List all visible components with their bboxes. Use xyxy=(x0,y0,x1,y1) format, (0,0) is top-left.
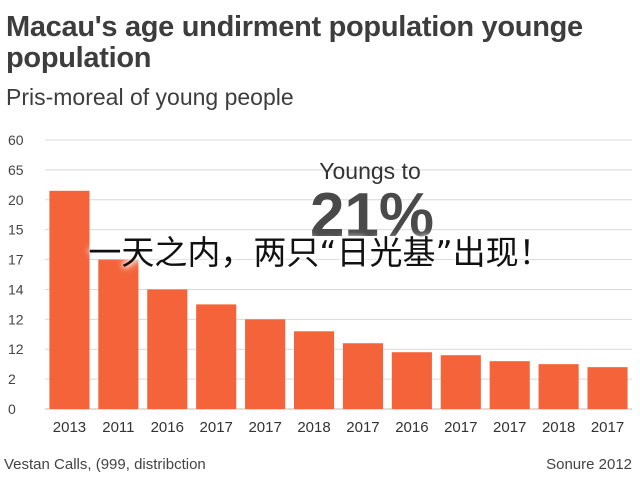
y-tick-label: 15 xyxy=(8,222,24,238)
x-tick-label: 2017 xyxy=(248,419,281,436)
bar xyxy=(489,361,530,409)
y-tick-label: 20 xyxy=(8,192,24,208)
bar xyxy=(98,259,139,409)
y-tick-label: 2 xyxy=(8,371,16,387)
y-tick-label: 17 xyxy=(8,252,24,268)
chart-subtitle: Pris-moreal of young people xyxy=(6,84,294,110)
bar xyxy=(147,289,188,409)
y-axis-ticks: 0 2 12 12 14 17 15 20 65 60 xyxy=(8,132,24,417)
chart-title: Macau's age undirment population younge … xyxy=(6,11,583,74)
bar xyxy=(440,355,481,409)
bars xyxy=(49,190,628,409)
y-tick-label: 12 xyxy=(8,311,24,327)
y-tick-label: 65 xyxy=(8,162,24,178)
x-tick-label: 2017 xyxy=(493,419,526,436)
x-tick-label: 2018 xyxy=(297,419,330,436)
footer-note: Sonure 2012 xyxy=(546,456,632,473)
annotation-value: 21% xyxy=(310,181,434,250)
x-tick-label: 2011 xyxy=(102,419,134,436)
x-tick-label: 2017 xyxy=(444,419,477,436)
bar xyxy=(342,343,384,409)
x-tick-label: 2017 xyxy=(200,419,233,436)
x-axis-ticks: 2013 2011 2016 2017 2017 2018 2017 2016 2017 2017… xyxy=(53,419,624,436)
y-tick-label: 60 xyxy=(8,132,24,148)
bar xyxy=(391,352,432,409)
x-tick-label: 2013 xyxy=(53,419,86,436)
x-tick-label: 2017 xyxy=(346,419,379,436)
bar xyxy=(538,364,579,409)
overlay-caption: 一天之内，两只“日光基”出现！ xyxy=(88,233,552,272)
bar xyxy=(293,331,335,409)
y-tick-label: 14 xyxy=(8,281,24,297)
y-tick-label: 12 xyxy=(8,341,24,357)
annotation-label: Youngs to xyxy=(319,158,420,184)
bar xyxy=(245,319,286,409)
x-tick-label: 2016 xyxy=(395,419,428,436)
gridlines xyxy=(45,139,632,410)
x-tick-label: 2018 xyxy=(542,419,575,436)
x-tick-label: 2016 xyxy=(151,419,184,436)
bar xyxy=(49,190,90,409)
x-tick-label: 2017 xyxy=(591,419,624,436)
y-tick-label: 0 xyxy=(8,401,16,417)
bar xyxy=(587,367,628,409)
footer-source: Vestan Calls, (999, distribction xyxy=(4,456,206,473)
bar xyxy=(196,304,237,409)
